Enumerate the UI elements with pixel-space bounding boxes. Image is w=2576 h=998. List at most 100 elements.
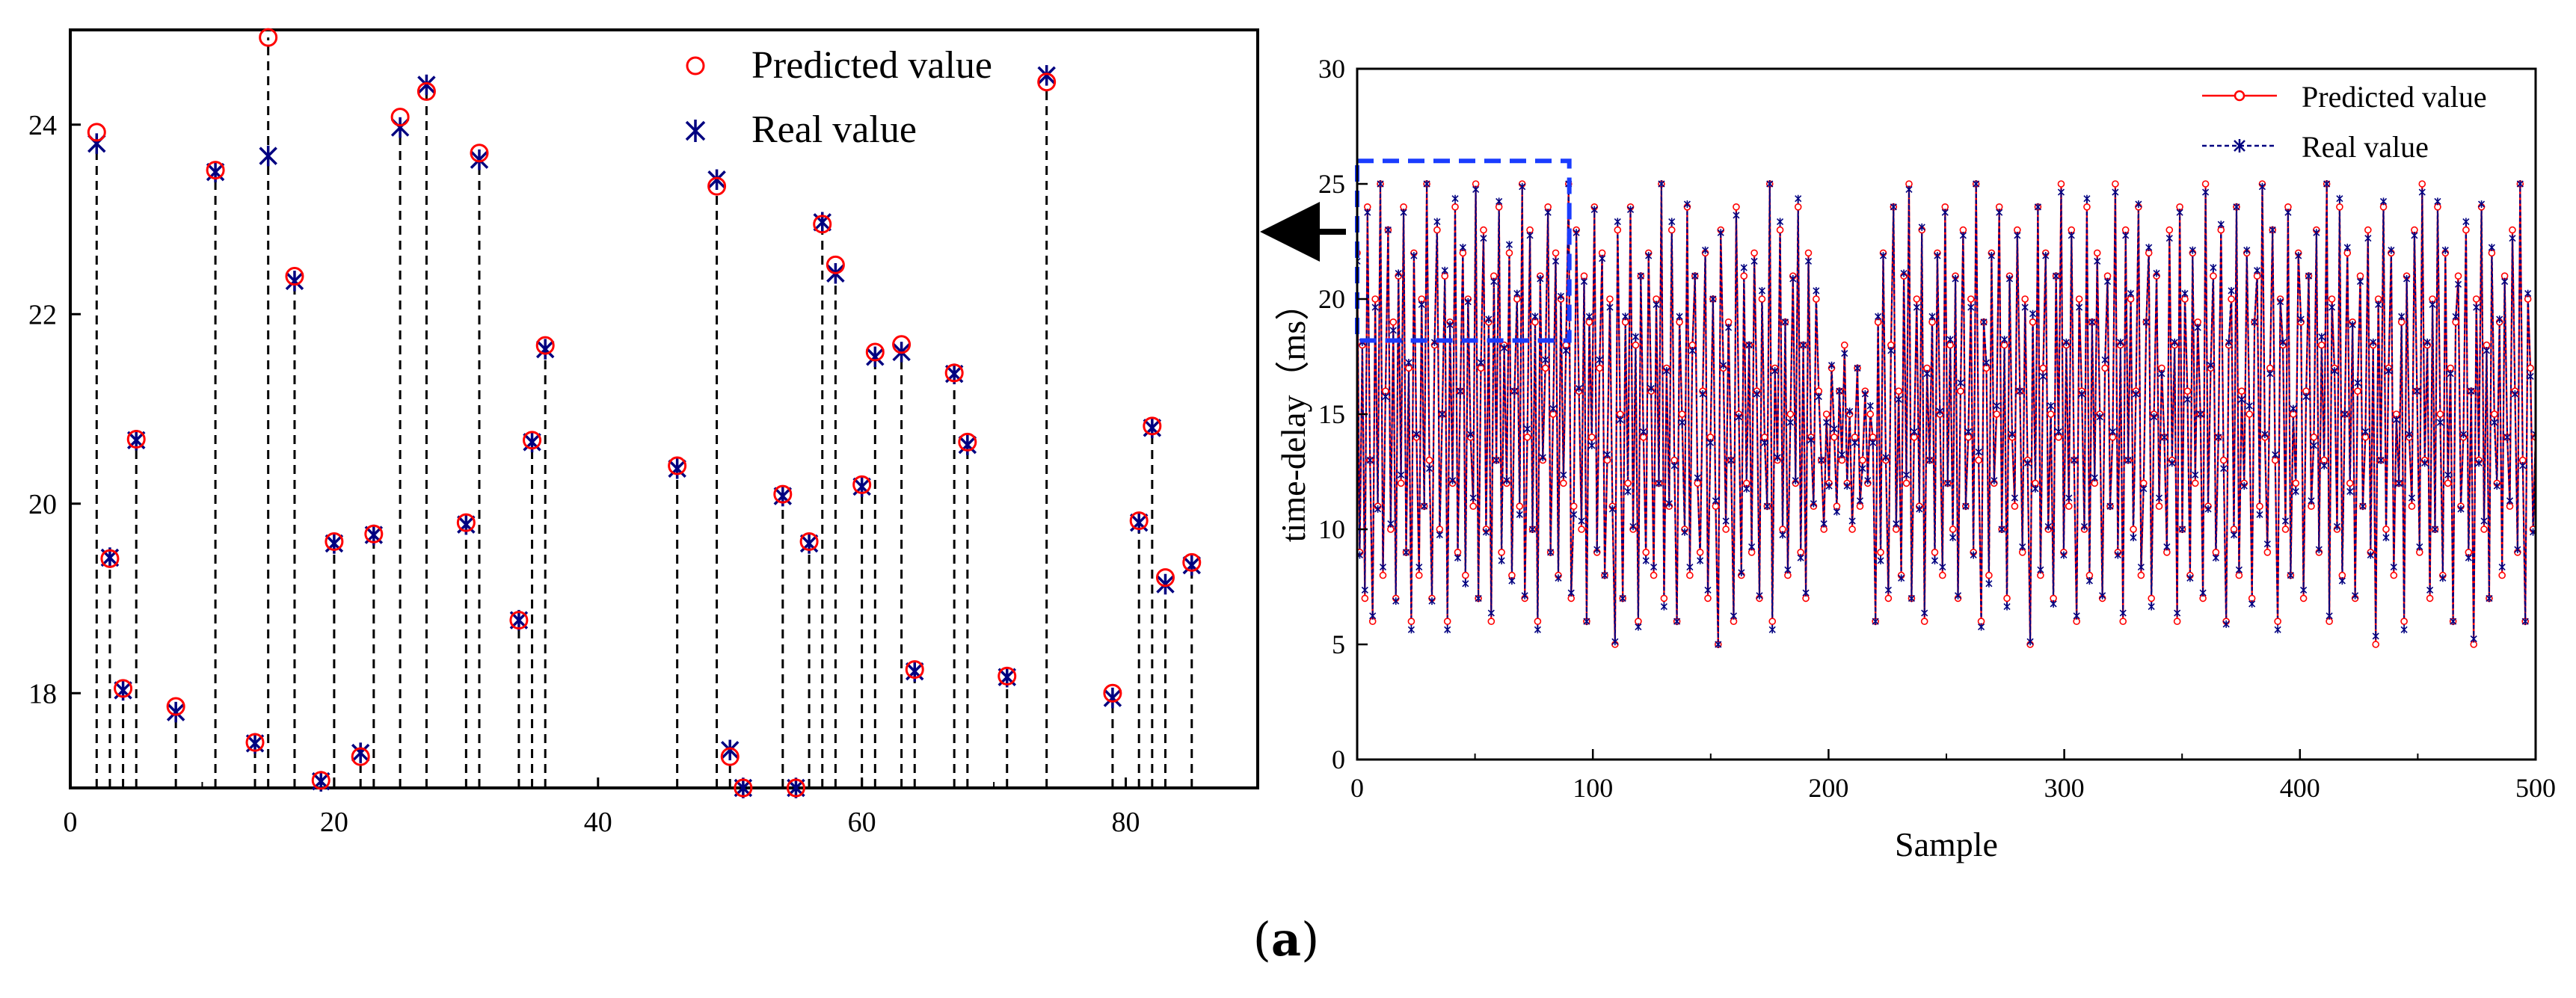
real-sample-point <box>1658 180 1665 188</box>
real-sample-point <box>2361 428 2369 436</box>
real-sample-point <box>2080 523 2088 531</box>
real-sample-point <box>1516 511 1523 519</box>
real-sample-point <box>2390 563 2397 571</box>
real-sample-point <box>1444 626 1451 634</box>
real-sample-point <box>2338 576 2346 585</box>
real-sample-point <box>2042 252 2050 260</box>
predicted-sample-point <box>1667 226 1676 234</box>
real-sample-point <box>2085 576 2093 585</box>
predicted-sample-point <box>1642 548 1650 556</box>
real-sample-point <box>2491 419 2498 427</box>
real-sample-point <box>1379 563 1387 571</box>
real-sample-point <box>1795 194 1802 203</box>
real-sample-point <box>2454 280 2462 289</box>
predicted-sample-point <box>2444 479 2452 487</box>
predicted-value-point <box>325 532 344 551</box>
real-value-point <box>535 339 555 360</box>
real-sample-point <box>1462 579 1469 588</box>
predicted-sample-point <box>1650 571 1658 579</box>
real-sample-point <box>1743 484 1750 493</box>
real-sample-point <box>2026 638 2034 646</box>
real-sample-point <box>1593 546 1601 554</box>
x-tick-label: 500 <box>2515 773 2556 803</box>
real-sample-point <box>1377 180 1384 188</box>
real-sample-point <box>1457 387 1464 395</box>
real-sample-point <box>1519 182 1526 191</box>
real-sample-point <box>1768 626 1776 634</box>
right-legend: Predicted value Real value <box>2202 80 2487 164</box>
predicted-value-point <box>285 267 304 286</box>
predicted-sample-point <box>1498 548 1505 556</box>
real-sample-point <box>1650 563 1658 571</box>
real-sample-point <box>2478 200 2486 209</box>
predicted-sample-point <box>1848 526 1856 533</box>
real-sample-point <box>2367 551 2374 559</box>
real-sample-point <box>1647 384 1655 392</box>
real-sample-point <box>1756 591 1763 600</box>
real-sample-point <box>2287 571 2294 579</box>
predicted-sample-point <box>1614 226 1622 234</box>
real-sample-point <box>2483 346 2491 354</box>
real-sample-point <box>2078 389 2085 398</box>
real-sample-point <box>2106 502 2114 511</box>
predicted-sample-point <box>1733 203 1740 211</box>
real-sample-point <box>2235 566 2243 574</box>
real-sample-point <box>2215 433 2222 441</box>
real-sample-point <box>2158 369 2165 378</box>
real-sample-point <box>2230 531 2238 539</box>
real-sample-point <box>2318 333 2326 341</box>
real-sample-point <box>1371 304 1379 312</box>
left-real-markers <box>87 65 1202 798</box>
real-sample-point <box>2073 612 2080 620</box>
real-sample-point <box>2354 379 2361 387</box>
predicted-sample-point <box>1939 571 1946 579</box>
predicted-sample-point <box>2256 502 2263 511</box>
x-tick-label: 20 <box>320 807 348 838</box>
real-sample-point <box>1678 419 1686 427</box>
real-sample-point <box>2103 277 2112 286</box>
real-sample-point <box>2248 600 2256 608</box>
real-sample-point <box>2462 218 2470 226</box>
real-sample-point <box>2253 266 2261 274</box>
real-sample-point <box>1642 556 1650 564</box>
real-sample-point <box>1583 617 1590 626</box>
real-sample-point <box>1596 356 1603 364</box>
predicted-sample-point <box>1993 410 2001 418</box>
real-sample-point <box>1722 517 1730 525</box>
real-sample-point <box>1526 231 1534 239</box>
real-sample-point <box>2194 324 2201 332</box>
real-sample-point <box>1640 428 1647 436</box>
predicted-sample-point <box>2354 387 2361 395</box>
real-sample-point <box>1454 554 1462 562</box>
real-sample-point <box>2240 482 2248 490</box>
predicted-sample-point <box>1505 249 1513 257</box>
left-legend-real-marker <box>685 120 706 142</box>
real-sample-point <box>2225 338 2233 346</box>
real-sample-point <box>2281 517 2290 525</box>
real-sample-point <box>2452 312 2459 321</box>
real-sample-point <box>1727 456 1735 464</box>
real-sample-point <box>2302 392 2310 401</box>
real-sample-point <box>1818 456 1825 464</box>
real-sample-point <box>1369 612 1377 620</box>
real-sample-point <box>1887 346 1895 354</box>
real-sample-point <box>2192 471 2199 479</box>
predicted-sample-point <box>1957 387 1964 395</box>
real-sample-point <box>2511 389 2518 398</box>
real-sample-point <box>1813 286 1820 295</box>
x-tick-label: 0 <box>1350 773 1364 803</box>
real-sample-point <box>1830 425 1838 433</box>
real-sample-point <box>1428 597 1436 606</box>
y-axis-label: time-delay（ms） <box>1274 286 1312 542</box>
real-sample-point <box>1843 482 1851 490</box>
predicted-sample-point <box>2346 479 2354 487</box>
real-sample-point <box>2408 494 2416 502</box>
predicted-sample-point <box>1487 617 1496 626</box>
predicted-value-point <box>734 778 753 798</box>
predicted-sample-point <box>1389 318 1398 326</box>
real-sample-point <box>2468 387 2475 395</box>
real-sample-point <box>2001 336 2008 344</box>
real-sample-point <box>1709 295 1717 303</box>
real-sample-point <box>1936 407 1943 416</box>
real-sample-point <box>1738 568 1745 576</box>
